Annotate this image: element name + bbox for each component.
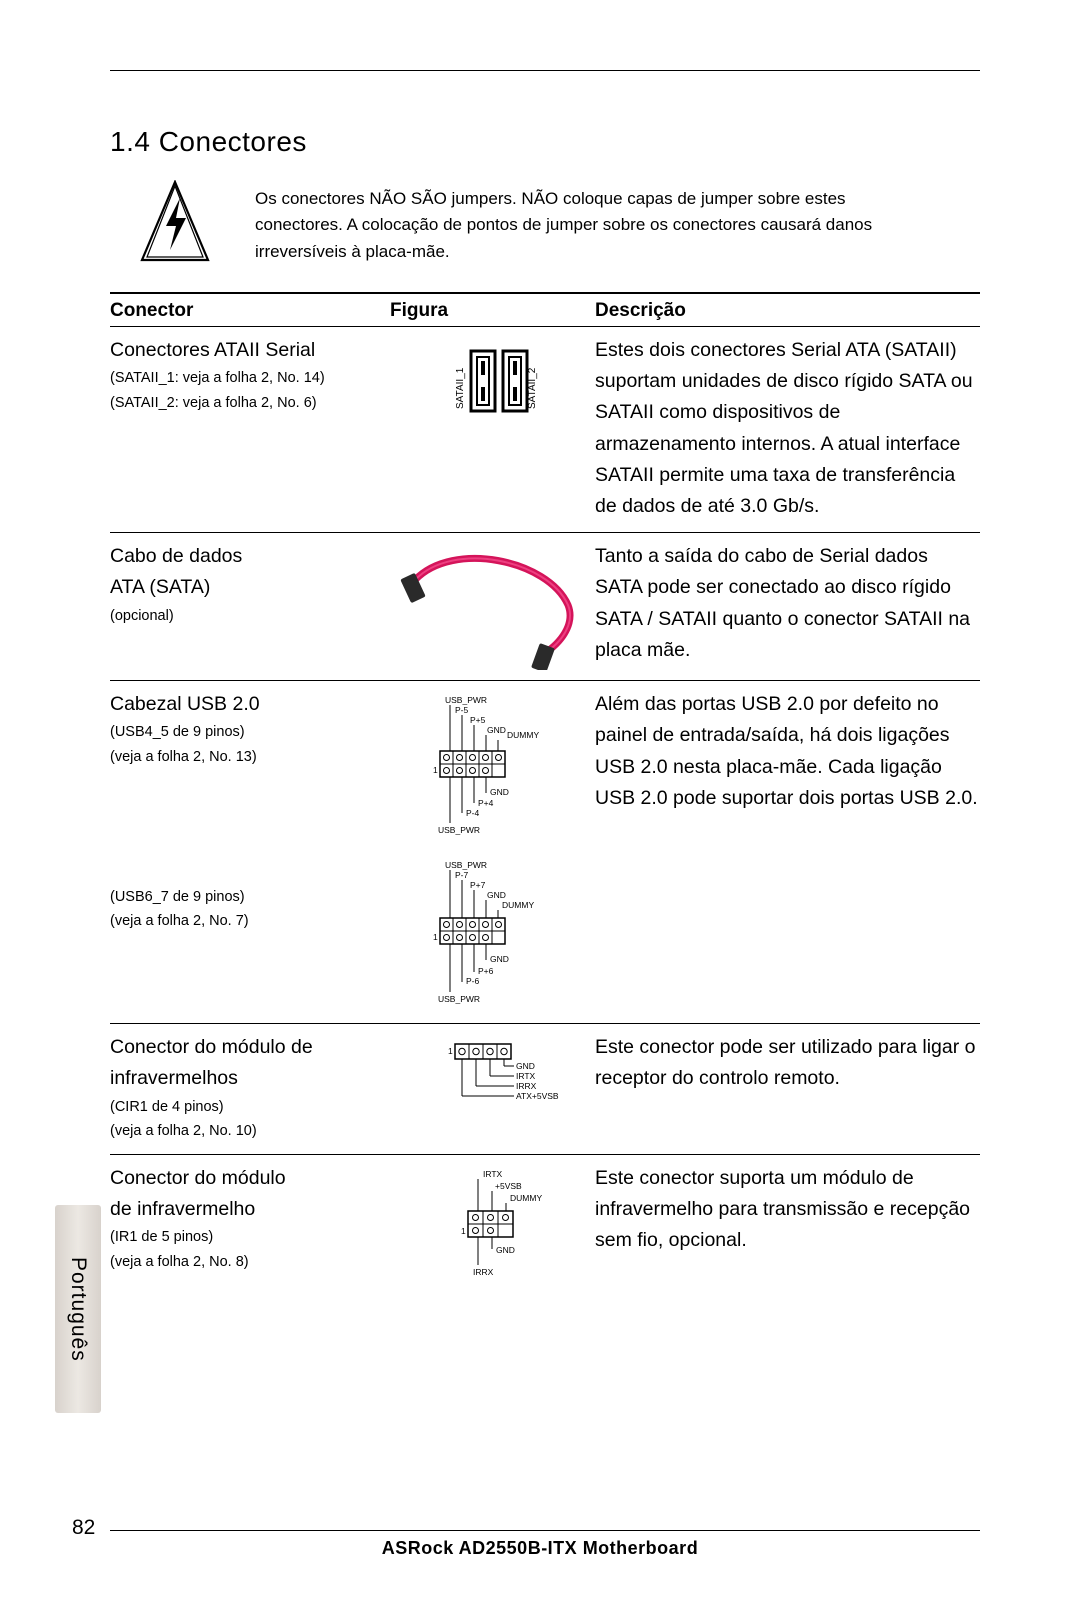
connector-title: Conector do módulo <box>110 1163 380 1194</box>
svg-text:P+4: P+4 <box>478 798 494 808</box>
svg-text:USB_PWR: USB_PWR <box>438 825 480 835</box>
svg-text:GND: GND <box>487 890 506 900</box>
svg-text:DUMMY: DUMMY <box>510 1193 542 1203</box>
svg-text:P+6: P+6 <box>478 966 494 976</box>
table-row: Conector do módulo de infravermelho (IR1… <box>110 1154 980 1297</box>
header-descricao: Descrição <box>595 300 980 322</box>
svg-text:GND: GND <box>490 787 509 797</box>
connector-sub: (veja a folha 2, No. 7) <box>110 909 380 934</box>
language-label: Português <box>66 1257 90 1362</box>
svg-text:DUMMY: DUMMY <box>507 730 539 740</box>
sata-label-left: SATAII_1 <box>455 367 466 409</box>
figure-usb-headers: USB_PWR P-5 P+5 GND DUMMY <box>390 689 595 1013</box>
svg-text:P-7: P-7 <box>455 870 469 880</box>
connector-desc: Este conector pode ser utilizado para li… <box>595 1032 980 1144</box>
sata-label-right: SATAII_2 <box>527 367 538 409</box>
table-row: Conector do módulo de infravermelhos (CI… <box>110 1023 980 1154</box>
usb45-diagram: USB_PWR P-5 P+5 GND DUMMY <box>390 693 555 843</box>
table-row: Conectores ATAII Serial (SATAII_1: veja … <box>110 326 980 532</box>
table-header: Conector Figura Descrição <box>110 292 980 326</box>
top-rule <box>110 70 980 71</box>
connector-title2: ATA (SATA) <box>110 572 380 603</box>
connector-title: Conector do módulo de <box>110 1032 380 1063</box>
connector-sub: (CIR1 de 4 pinos) <box>110 1095 380 1120</box>
svg-text:DUMMY: DUMMY <box>502 900 534 910</box>
svg-text:IRTX: IRTX <box>516 1071 536 1081</box>
connector-desc: Estes dois conectores Serial ATA (SATAII… <box>595 335 980 522</box>
warning-text: Os conectores NÃO SÃO jumpers. NÃO coloq… <box>255 180 905 265</box>
figure-ir: IRTX +5VSB DUMMY 1 GND IRRX <box>390 1163 595 1287</box>
table-row: Cabo de dados ATA (SATA) (opcional) Tant… <box>110 532 980 680</box>
section-title: 1.4 Conectores <box>110 126 980 158</box>
svg-text:IRRX: IRRX <box>473 1267 494 1277</box>
connector-title: Conectores ATAII Serial <box>110 335 380 366</box>
connector-desc: Este conector suporta um módulo de infra… <box>595 1163 980 1287</box>
svg-text:ATX+5VSB: ATX+5VSB <box>516 1091 559 1101</box>
connector-sub: (veja a folha 2, No. 10) <box>110 1119 380 1144</box>
usb67-diagram: USB_PWR P-7 P+7 GND DUMMY <box>390 858 555 1013</box>
connector-sub: (SATAII_2: veja a folha 2, No. 6) <box>110 391 380 416</box>
figure-cir: 1 GND IRTX IRRX ATX+5VSB <box>390 1032 595 1144</box>
warning-block: Os conectores NÃO SÃO jumpers. NÃO coloq… <box>110 180 980 270</box>
page-content: 1.4 Conectores Os conectores NÃO SÃO jum… <box>110 70 980 1297</box>
svg-text:P-4: P-4 <box>466 808 480 818</box>
header-figura: Figura <box>390 300 595 322</box>
svg-text:USB_PWR: USB_PWR <box>445 695 487 705</box>
table-row: Cabezal USB 2.0 (USB4_5 de 9 pinos) (vej… <box>110 680 980 1023</box>
svg-text:GND: GND <box>516 1061 535 1071</box>
svg-text:P-5: P-5 <box>455 705 469 715</box>
svg-text:IRRX: IRRX <box>516 1081 537 1091</box>
svg-text:GND: GND <box>496 1245 515 1255</box>
connector-sub: (SATAII_1: veja a folha 2, No. 14) <box>110 366 380 391</box>
svg-text:P-6: P-6 <box>466 976 480 986</box>
connector-desc: Tanto a saída do cabo de Serial dados SA… <box>595 541 980 670</box>
footer-text: ASRock AD2550B-ITX Motherboard <box>0 1538 1080 1559</box>
connector-sub: (opcional) <box>110 604 380 629</box>
connector-sub: (IR1 de 5 pinos) <box>110 1225 380 1250</box>
lightning-icon <box>140 180 210 270</box>
connector-title: Cabo de dados <box>110 541 380 572</box>
svg-text:1: 1 <box>433 932 438 942</box>
svg-text:P+7: P+7 <box>470 880 486 890</box>
svg-text:USB_PWR: USB_PWR <box>445 860 487 870</box>
figure-sata-cable <box>390 541 595 670</box>
connector-title2: de infravermelho <box>110 1194 380 1225</box>
svg-text:IRTX: IRTX <box>483 1169 503 1179</box>
svg-text:1: 1 <box>448 1046 453 1056</box>
connector-sub: (veja a folha 2, No. 13) <box>110 745 380 770</box>
connector-sub: (USB4_5 de 9 pinos) <box>110 720 380 745</box>
language-tab: Português <box>55 1205 101 1413</box>
page-number: 82 <box>72 1516 95 1540</box>
header-conector: Conector <box>110 300 390 322</box>
svg-text:P+5: P+5 <box>470 715 486 725</box>
svg-text:+5VSB: +5VSB <box>495 1181 522 1191</box>
svg-text:1: 1 <box>433 765 438 775</box>
connector-sub: (veja a folha 2, No. 8) <box>110 1250 380 1275</box>
svg-text:USB_PWR: USB_PWR <box>438 994 480 1004</box>
bottom-rule <box>110 1530 980 1531</box>
svg-text:1: 1 <box>461 1226 466 1236</box>
svg-text:GND: GND <box>490 954 509 964</box>
svg-text:GND: GND <box>487 725 506 735</box>
figure-sata-ports: SATAII_1 SATAII_2 <box>390 335 595 522</box>
connector-desc: Além das portas USB 2.0 por defeito no p… <box>595 689 980 1013</box>
connector-title2: infravermelhos <box>110 1063 380 1094</box>
connector-sub: (USB6_7 de 9 pinos) <box>110 885 380 910</box>
connector-title: Cabezal USB 2.0 <box>110 689 380 720</box>
